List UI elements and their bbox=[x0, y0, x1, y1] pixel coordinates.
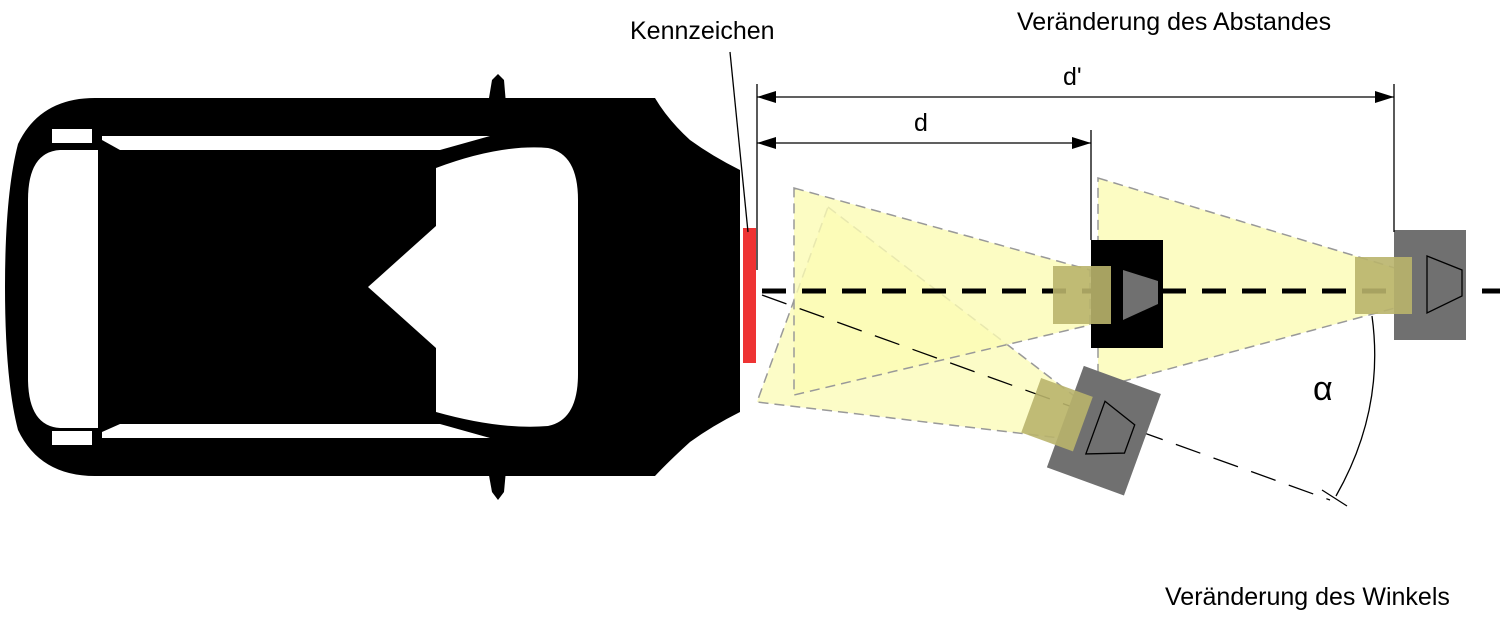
camera-cone-near bbox=[1123, 270, 1158, 320]
angle-arc bbox=[1335, 315, 1376, 497]
camera-icon bbox=[1021, 365, 1161, 496]
angle-alpha-label: α bbox=[1313, 370, 1333, 408]
license-plate-leader bbox=[729, 51, 749, 233]
camera-icon bbox=[1053, 240, 1163, 348]
camera-lens-far bbox=[1355, 257, 1412, 314]
car-light-bottom bbox=[52, 431, 92, 445]
car-rear-window bbox=[368, 147, 578, 427]
camera-cone-far bbox=[1426, 255, 1463, 315]
license-plate bbox=[743, 228, 756, 363]
distance-d-label: d bbox=[914, 109, 928, 137]
car-mirror-top bbox=[488, 74, 506, 104]
distance-d-prime-label: d' bbox=[1063, 63, 1082, 91]
camera-lens-angled bbox=[1021, 378, 1093, 452]
camera-lens-near bbox=[1053, 266, 1111, 324]
dimension-lines bbox=[729, 51, 1395, 507]
angle-change-label: Veränderung des Winkels bbox=[1165, 583, 1450, 611]
car-top-view-icon bbox=[5, 74, 740, 500]
car-mirror-bottom bbox=[488, 470, 506, 500]
car-window-bottom bbox=[102, 424, 490, 438]
camera-cone-angled bbox=[1084, 400, 1136, 455]
distance-change-label: Veränderung des Abstandes bbox=[1017, 8, 1332, 36]
camera-icon bbox=[1355, 230, 1466, 340]
car-windshield bbox=[28, 150, 98, 428]
car-light-top bbox=[52, 129, 92, 143]
car-window-top bbox=[102, 136, 490, 150]
license-plate-label: Kennzeichen bbox=[630, 17, 775, 45]
